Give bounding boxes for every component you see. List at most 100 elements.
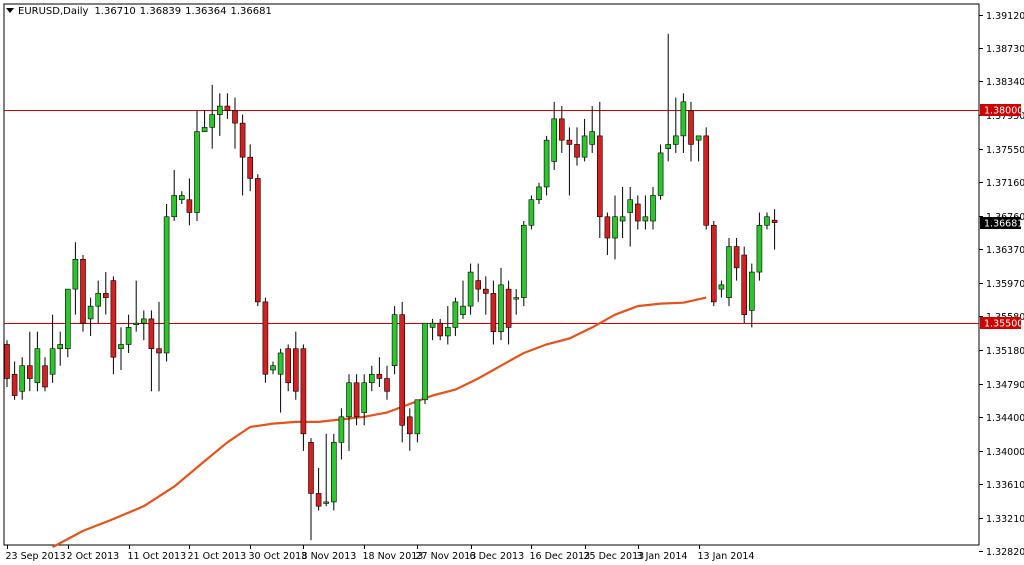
candle — [217, 93, 223, 136]
high-value: 1.36839 — [139, 6, 182, 17]
candle-body — [171, 195, 177, 218]
candle-body — [262, 301, 269, 375]
candle — [103, 272, 109, 315]
x-tick-label: 11 Oct 2013 — [128, 551, 187, 562]
y-tick-label: 1.35180 — [986, 346, 1024, 357]
current-price-bg — [980, 217, 1021, 229]
candle-body — [688, 110, 694, 145]
candle — [49, 314, 56, 383]
candle-body — [490, 293, 497, 332]
candle — [57, 331, 64, 366]
candle-body — [26, 365, 33, 379]
level-price-tag: 1.38000 — [980, 104, 1023, 117]
candle — [247, 144, 253, 192]
candle-body — [452, 301, 459, 328]
candle — [34, 331, 41, 392]
candle-body — [34, 348, 41, 384]
candle-body — [346, 382, 352, 418]
y-tick-label: 1.34790 — [986, 380, 1024, 391]
candle-body — [596, 135, 603, 218]
candle — [323, 433, 330, 507]
candle-body — [42, 365, 48, 388]
candle-body — [536, 186, 542, 201]
candle — [498, 267, 504, 341]
candle-body — [619, 216, 626, 222]
candle — [756, 212, 763, 281]
candle-body — [277, 352, 284, 375]
candle — [718, 280, 725, 298]
dropdown-arrow-icon[interactable] — [6, 8, 14, 13]
candle-body — [315, 493, 322, 507]
candle — [589, 106, 596, 153]
low-value: 1.36364 — [185, 6, 227, 17]
candle-body — [232, 110, 238, 124]
x-tick-label: 2 Oct 2013 — [67, 551, 120, 562]
candle — [224, 93, 231, 119]
candle-body — [49, 348, 56, 375]
candle — [429, 318, 436, 341]
candle-body — [520, 224, 527, 298]
candle — [505, 280, 512, 345]
candle-body — [566, 139, 573, 145]
candle-body — [361, 382, 368, 413]
candle — [338, 408, 345, 460]
candle-body — [141, 318, 147, 324]
candle — [665, 33, 672, 162]
candle-body — [657, 152, 664, 196]
candle — [156, 301, 162, 392]
candle-body — [726, 246, 732, 298]
candle-body — [239, 122, 246, 158]
close-value: 1.36681 — [230, 6, 272, 17]
candle — [26, 331, 33, 392]
candle — [376, 357, 383, 388]
candle-body — [581, 135, 588, 158]
candle — [361, 374, 368, 426]
price-axis: 1.39120 1.38730 1.38340 1.37950 1.37550 1.371… — [979, 11, 1024, 558]
candle — [771, 209, 778, 250]
level-tag-bg — [980, 104, 1021, 116]
candle-body — [574, 144, 580, 158]
candle-body — [627, 199, 634, 213]
candle-body — [179, 195, 185, 201]
candle-body — [368, 373, 375, 384]
candle — [695, 135, 702, 162]
candle-body — [748, 271, 755, 311]
candle-body — [384, 378, 390, 392]
candle-body — [118, 344, 124, 350]
candle-body — [217, 105, 223, 115]
candle — [95, 280, 101, 324]
candle-body — [672, 135, 679, 145]
candle — [300, 344, 307, 451]
candle — [490, 280, 497, 345]
y-tick-label: 1.38730 — [986, 44, 1024, 55]
candle-body — [558, 118, 565, 141]
current-price-tag: 1.36681 — [980, 217, 1023, 230]
candle — [19, 357, 26, 400]
sma-line — [52, 296, 707, 549]
candle-body — [505, 288, 512, 328]
candle — [703, 127, 710, 230]
level-tag-label: 1.35500 — [984, 319, 1023, 330]
level-tag-label: 1.38000 — [984, 106, 1023, 117]
candle-body — [224, 105, 231, 111]
candle-body — [710, 224, 717, 303]
candle — [596, 101, 603, 239]
candle — [619, 186, 626, 239]
candle — [581, 118, 588, 162]
candle — [406, 408, 413, 451]
candle-body — [422, 322, 428, 401]
candle-body — [482, 288, 489, 294]
candle-body — [460, 305, 466, 315]
candle-body — [353, 382, 360, 418]
candle — [209, 84, 215, 149]
candle-body — [589, 131, 596, 145]
candle — [179, 191, 185, 204]
level-price-tag: 1.35500 — [980, 317, 1023, 330]
candle — [118, 327, 124, 370]
candle-body — [308, 442, 314, 494]
candle-body — [391, 314, 398, 367]
candle-body — [680, 101, 687, 137]
candle — [672, 97, 679, 153]
candle-body — [125, 327, 132, 345]
